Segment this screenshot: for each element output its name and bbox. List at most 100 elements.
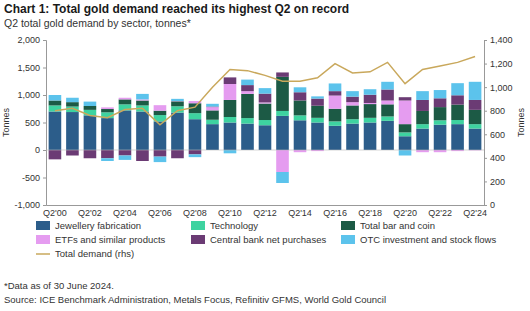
tick-label: Q2'02 <box>78 208 102 218</box>
legend-label: ETFs and similar products <box>55 234 166 245</box>
bar <box>469 124 482 128</box>
bar <box>136 94 149 100</box>
tick-mark <box>43 40 46 41</box>
bar <box>224 77 237 84</box>
bar <box>276 150 289 172</box>
bar <box>469 129 482 150</box>
bar <box>276 116 289 150</box>
bar <box>206 124 219 150</box>
tick: Q2'08 <box>183 205 207 218</box>
bar <box>381 116 394 120</box>
bar <box>241 118 254 124</box>
tick: Q2'00 <box>43 205 67 218</box>
tick: -1,000 <box>14 200 46 210</box>
legend-item: Central bank net purchases <box>191 234 326 245</box>
tick: Q2'12 <box>253 205 277 218</box>
bar-series <box>49 72 482 161</box>
tick: 0 <box>35 145 46 155</box>
bar <box>399 97 412 100</box>
bar <box>189 154 202 157</box>
bar-series <box>49 80 482 183</box>
bar <box>101 150 114 158</box>
legend-label: OTC investment and stock flows <box>360 234 496 245</box>
bar <box>469 100 482 110</box>
bar <box>294 120 307 150</box>
tick-label: Q2'20 <box>393 208 417 218</box>
bar <box>136 101 149 106</box>
bar <box>434 90 447 98</box>
tick-mark <box>484 40 487 41</box>
bar <box>416 129 429 150</box>
tick: Q2'24 <box>463 205 487 218</box>
tick-mark <box>484 64 487 65</box>
tick-mark <box>43 178 46 179</box>
bar <box>259 104 272 121</box>
bar <box>346 97 359 103</box>
bar <box>416 111 429 124</box>
tick-label: 1,500 <box>17 63 40 73</box>
bar <box>451 124 464 150</box>
tick-label: Q2'10 <box>218 208 242 218</box>
bar <box>259 120 272 125</box>
bar <box>311 118 324 123</box>
line <box>55 57 475 125</box>
tick-label: Q2'00 <box>43 208 67 218</box>
tick: Q2'20 <box>393 205 417 218</box>
legend: Jewellery fabricationTechnologyTotal bar… <box>36 220 496 259</box>
tick-mark <box>484 134 487 135</box>
bar <box>119 99 132 104</box>
tick-label: Q2'04 <box>113 208 137 218</box>
bar <box>206 104 219 107</box>
legend-swatch <box>36 221 50 230</box>
tick: 1,000 <box>17 90 46 100</box>
y-axis-title: Tonnes <box>1 107 11 137</box>
legend-swatch <box>341 235 355 244</box>
legend-label: Technology <box>210 220 258 231</box>
bar <box>171 99 184 101</box>
bar <box>364 104 377 118</box>
bar <box>416 91 429 100</box>
plot-area <box>49 57 482 184</box>
bar <box>364 123 377 151</box>
bar <box>329 126 342 150</box>
bar <box>311 123 324 151</box>
bar <box>84 110 97 116</box>
tick-label: Q2'24 <box>463 208 487 218</box>
tick-mark <box>484 181 487 182</box>
bar <box>241 124 254 150</box>
bar <box>381 104 394 116</box>
bar <box>49 150 62 159</box>
tick-label: 1,000 <box>490 83 513 93</box>
bar <box>84 106 97 110</box>
tick-mark <box>484 111 487 112</box>
bar <box>416 100 429 111</box>
bar <box>346 91 359 97</box>
tick-label: Q2'22 <box>428 208 452 218</box>
legend-label: Total demand (rhs) <box>55 248 134 259</box>
bar <box>364 103 377 104</box>
axis-line <box>47 205 485 206</box>
bar <box>101 107 114 109</box>
tick: 1,000 <box>484 83 513 93</box>
tick: 500 <box>25 118 46 128</box>
tick-label: -1,000 <box>14 200 40 210</box>
tick: Q2'02 <box>78 205 102 218</box>
tick-label: -500 <box>22 173 40 183</box>
bar <box>206 110 219 119</box>
bar <box>329 109 342 122</box>
legend-swatch <box>341 221 355 230</box>
bar <box>259 94 272 103</box>
legend-item: Jewellery fabrication <box>36 220 141 231</box>
tick: 2,000 <box>17 35 46 45</box>
tick: 200 <box>484 177 505 187</box>
bar <box>294 92 307 100</box>
bar <box>276 72 289 76</box>
tick: -500 <box>22 173 46 183</box>
tick: Q2'16 <box>323 205 347 218</box>
x-axis: Q2'00Q2'02Q2'04Q2'06Q2'08Q2'10Q2'12Q2'14… <box>43 205 487 218</box>
bar <box>189 119 202 150</box>
tick-mark <box>43 205 46 206</box>
bar <box>101 109 114 112</box>
bar <box>346 124 359 150</box>
y2-axis-title: Tonnes <box>516 107 526 137</box>
